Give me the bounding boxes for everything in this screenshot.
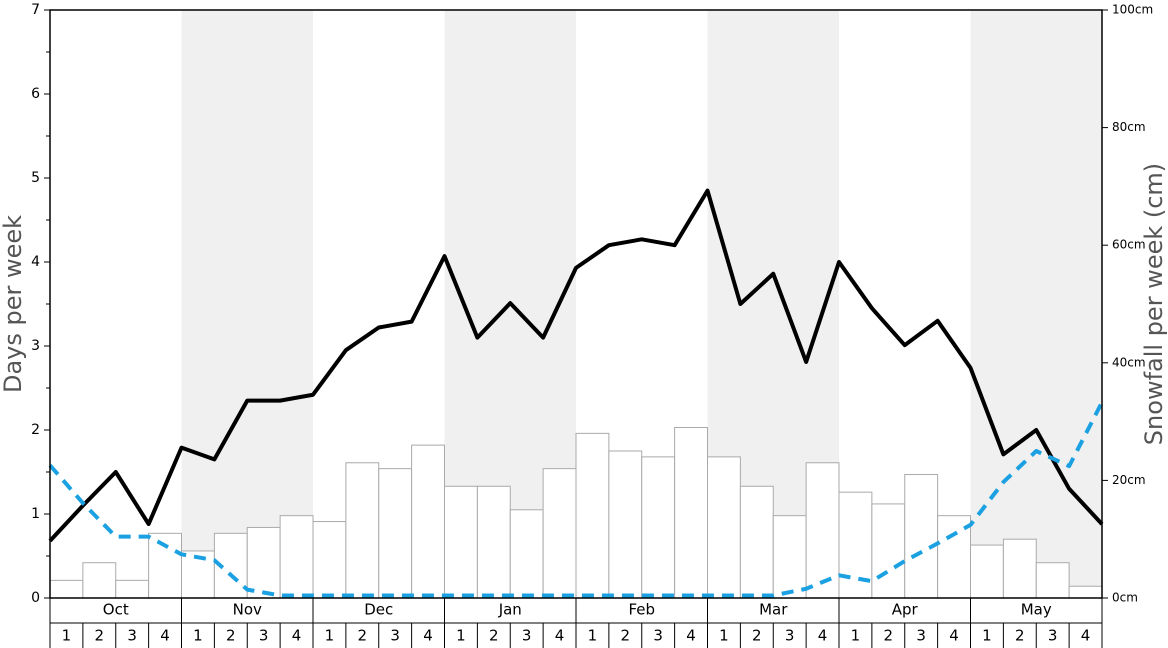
y2-tick-label: 80cm — [1112, 120, 1146, 134]
bar — [82, 562, 117, 599]
week-label: 1 — [982, 627, 992, 645]
week-label: 2 — [884, 627, 894, 645]
y2-tick-label: 100cm — [1112, 3, 1153, 17]
bar — [970, 544, 1004, 599]
week-label: 3 — [390, 627, 400, 645]
bar — [312, 521, 347, 599]
month-label: Jan — [498, 601, 522, 619]
y2-tick-label: 60cm — [1112, 238, 1146, 252]
week-label: 4 — [949, 627, 959, 645]
week-label: 4 — [686, 627, 696, 645]
month-label: Nov — [233, 601, 262, 619]
bar — [148, 532, 182, 599]
month-label: May — [1021, 601, 1052, 619]
y-axis-title: Days per week — [0, 215, 27, 393]
month-label: Dec — [364, 601, 393, 619]
bar — [49, 579, 84, 599]
y-tick-label: 1 — [31, 506, 40, 522]
bar — [1002, 538, 1037, 599]
week-label: 4 — [1081, 627, 1091, 645]
week-label: 3 — [1048, 627, 1058, 645]
y-tick-label: 6 — [31, 86, 40, 102]
week-label: 4 — [423, 627, 433, 645]
bar — [345, 462, 380, 599]
line — [48, 188, 1104, 543]
week-label: 1 — [456, 627, 466, 645]
bar — [115, 579, 150, 599]
y2-axis-title: Snowfall per week (cm) — [1140, 163, 1168, 445]
week-label: 2 — [1015, 627, 1025, 645]
bar — [772, 515, 807, 599]
week-label: 3 — [259, 627, 269, 645]
month-label: Feb — [628, 601, 655, 619]
bar — [509, 509, 544, 599]
y-tick-label: 2 — [31, 422, 40, 438]
week-label: 2 — [95, 627, 105, 645]
week-label: 3 — [522, 627, 532, 645]
week-label: 4 — [818, 627, 828, 645]
week-label: 4 — [160, 627, 170, 645]
week-label: 1 — [719, 627, 729, 645]
bar — [1035, 562, 1070, 599]
week-label: 1 — [193, 627, 203, 645]
week-label: 2 — [489, 627, 499, 645]
y-tick-label: 4 — [31, 254, 40, 270]
y2-tick-label: 0cm — [1112, 591, 1138, 605]
month-label: Mar — [759, 601, 788, 619]
y-tick-label: 7 — [31, 2, 40, 18]
bar — [246, 526, 281, 599]
bar — [871, 503, 906, 599]
bar — [444, 485, 478, 599]
month-band — [181, 10, 313, 598]
week-label: 3 — [785, 627, 795, 645]
week-label: 1 — [62, 627, 72, 645]
bar — [641, 456, 676, 599]
bar — [411, 444, 445, 599]
bar — [1068, 585, 1103, 599]
week-label: 2 — [752, 627, 762, 645]
y-tick-label: 0 — [31, 590, 40, 606]
month-band — [970, 10, 1102, 598]
y-tick-label: 3 — [31, 338, 40, 354]
bar — [805, 462, 840, 599]
week-label: 2 — [226, 627, 236, 645]
week-label: 2 — [621, 627, 631, 645]
y2-tick-label: 40cm — [1112, 355, 1146, 369]
bar — [707, 456, 741, 599]
y2-tick-label: 20cm — [1112, 473, 1146, 487]
month-label: Apr — [892, 601, 919, 619]
bar — [904, 474, 939, 599]
week-label: 4 — [555, 627, 565, 645]
month-label: Oct — [103, 601, 129, 619]
bar — [542, 468, 577, 599]
bar — [378, 468, 413, 599]
bar — [608, 450, 643, 599]
y-tick-label: 5 — [31, 170, 40, 186]
bar — [674, 426, 708, 599]
bar — [476, 485, 511, 599]
bar — [739, 485, 774, 599]
week-label: 1 — [851, 627, 861, 645]
bar — [279, 515, 314, 599]
week-label: 1 — [325, 627, 335, 645]
week-label: 4 — [292, 627, 302, 645]
week-label: 3 — [916, 627, 926, 645]
bar — [575, 432, 610, 599]
week-label: 3 — [653, 627, 663, 645]
week-label: 1 — [588, 627, 598, 645]
week-label: 2 — [358, 627, 368, 645]
week-label: 3 — [127, 627, 137, 645]
